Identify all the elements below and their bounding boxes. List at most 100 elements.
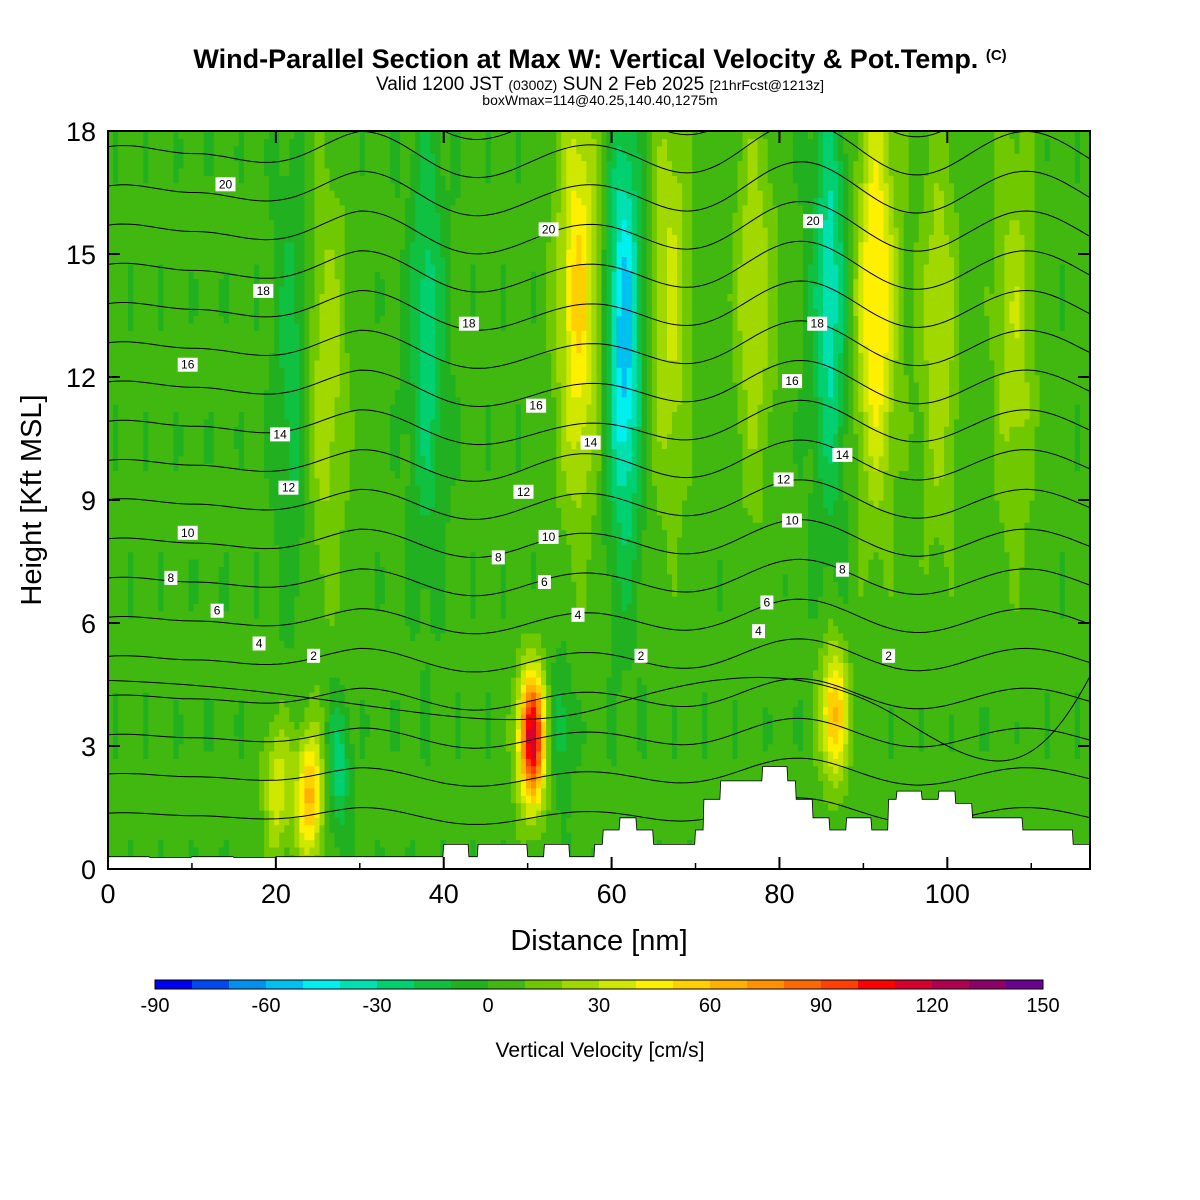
velocity-cell (289, 677, 295, 686)
velocity-cell (133, 470, 139, 479)
velocity-cell (198, 256, 205, 265)
velocity-cell (238, 684, 245, 693)
velocity-cell (319, 448, 326, 457)
velocity-cell (244, 219, 250, 228)
velocity-cell (299, 153, 305, 162)
velocity-cell (284, 300, 290, 309)
velocity-cell (133, 551, 139, 560)
velocity-cell (193, 669, 200, 678)
velocity-cell (249, 824, 255, 833)
velocity-cell (183, 441, 190, 449)
velocity-cell (223, 441, 230, 449)
velocity-cell (168, 795, 174, 804)
velocity-cell (244, 684, 250, 693)
velocity-cell (309, 662, 315, 671)
velocity-cell (173, 507, 180, 516)
velocity-cell (329, 404, 336, 413)
velocity-cell (314, 463, 321, 472)
velocity-cell (344, 684, 351, 693)
velocity-cell (339, 300, 346, 309)
velocity-cell (148, 278, 154, 287)
velocity-cell (238, 212, 245, 221)
velocity-cell (324, 832, 331, 841)
velocity-cell (113, 138, 119, 147)
velocity-cell (299, 463, 305, 472)
velocity-cell (178, 175, 185, 184)
velocity-cell (233, 699, 240, 708)
velocity-cell (213, 293, 220, 302)
velocity-cell (324, 138, 331, 147)
velocity-cell (173, 514, 180, 523)
velocity-cell (309, 551, 315, 560)
velocity-cell (173, 293, 180, 302)
velocity-cell (213, 507, 220, 516)
velocity-cell (269, 728, 275, 737)
velocity-cell (128, 787, 134, 796)
velocity-cell (118, 684, 124, 693)
velocity-cell (148, 131, 154, 139)
velocity-cell (138, 352, 144, 361)
velocity-cell (218, 802, 225, 811)
velocity-cell (133, 507, 139, 516)
velocity-cell (223, 256, 230, 265)
velocity-cell (299, 492, 305, 501)
velocity-cell (264, 470, 270, 479)
velocity-cell (198, 175, 205, 184)
velocity-cell (279, 330, 285, 339)
velocity-cell (218, 330, 225, 339)
velocity-cell (238, 145, 245, 154)
velocity-cell (188, 750, 195, 759)
velocity-cell (198, 470, 205, 479)
velocity-cell (319, 625, 326, 634)
velocity-cell (294, 286, 300, 294)
velocity-cell (319, 795, 326, 804)
velocity-cell (158, 662, 164, 671)
velocity-cell (274, 374, 280, 383)
velocity-cell (123, 500, 129, 508)
velocity-cell (238, 647, 245, 656)
velocity-cell (349, 197, 356, 206)
velocity-cell (168, 241, 174, 250)
velocity-cell (274, 492, 280, 501)
velocity-cell (163, 544, 169, 553)
velocity-cell (183, 750, 190, 759)
velocity-cell (108, 492, 114, 501)
velocity-cell (108, 529, 114, 538)
velocity-cell (349, 551, 356, 560)
velocity-cell (349, 337, 356, 346)
velocity-cell (153, 404, 159, 413)
velocity-cell (198, 426, 205, 435)
velocity-cell (329, 839, 336, 848)
velocity-cell (123, 426, 129, 435)
velocity-cell (208, 662, 215, 671)
velocity-cell (128, 632, 134, 641)
velocity-cell (259, 728, 265, 737)
velocity-cell (213, 433, 220, 442)
velocity-cell (173, 485, 180, 494)
velocity-cell (349, 167, 356, 176)
velocity-cell (254, 463, 260, 472)
velocity-cell (118, 441, 124, 449)
velocity-cell (249, 765, 255, 774)
velocity-cell (133, 691, 139, 700)
velocity-cell (153, 286, 159, 294)
velocity-cell (339, 359, 346, 368)
velocity-cell (334, 315, 341, 324)
velocity-cell (269, 138, 275, 147)
velocity-cell (218, 817, 225, 826)
velocity-cell (294, 618, 300, 627)
velocity-cell (163, 773, 169, 782)
velocity-cell (168, 588, 174, 597)
velocity-cell (309, 138, 315, 147)
velocity-cell (198, 669, 205, 678)
velocity-cell (269, 359, 275, 368)
velocity-cell (108, 669, 114, 678)
velocity-cell (193, 802, 200, 811)
velocity-cell (128, 839, 134, 848)
velocity-cell (178, 322, 185, 331)
velocity-cell (218, 500, 225, 508)
velocity-cell (168, 322, 174, 331)
velocity-cell (198, 684, 205, 693)
velocity-cell (198, 271, 205, 280)
velocity-cell (299, 374, 305, 383)
